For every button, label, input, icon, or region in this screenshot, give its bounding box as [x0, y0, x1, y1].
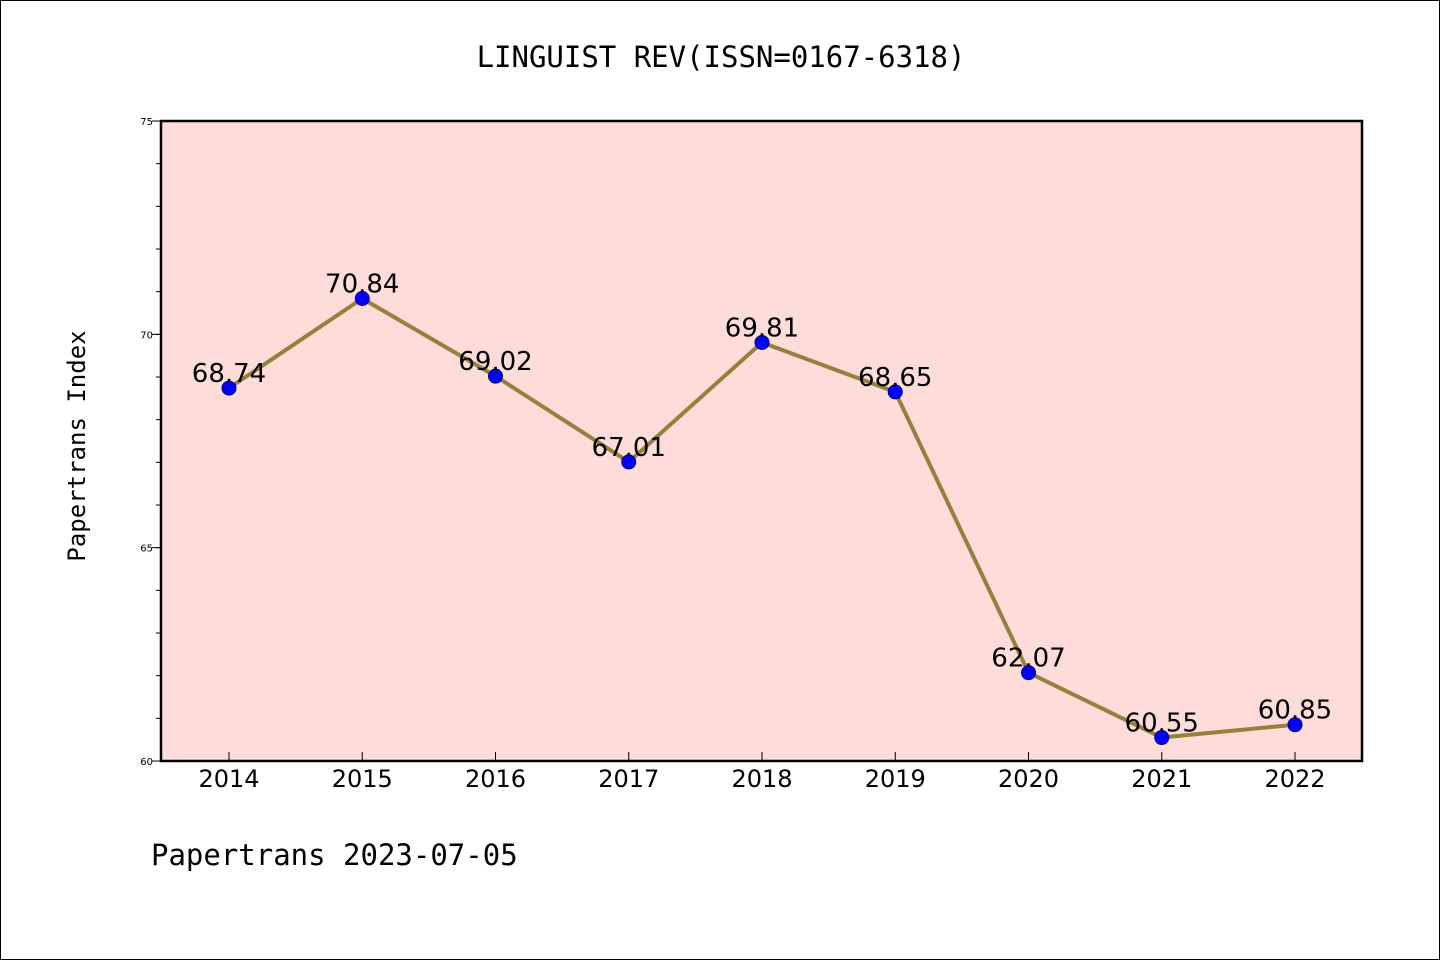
x-tick-label: 2015	[332, 765, 393, 793]
data-point	[488, 368, 503, 384]
y-tick-label: 75	[140, 117, 153, 128]
data-point	[621, 454, 637, 470]
x-tick-label: 2016	[465, 765, 526, 793]
data-point	[887, 384, 903, 400]
data-points	[221, 290, 1303, 746]
data-label: 69.02	[458, 347, 532, 377]
footer-source-date: Papertrans 2023-07-05	[151, 838, 518, 872]
data-point	[1154, 730, 1170, 746]
data-label: 67.01	[592, 433, 666, 463]
data-point	[1021, 665, 1036, 681]
x-ticks: 2014 2015 2016 2017 2018 2019 2020 2021 2022	[198, 752, 1326, 793]
x-tick-label: 2020	[998, 765, 1059, 793]
y-tick-label: 60	[140, 757, 153, 768]
x-tick-label: 2017	[598, 765, 659, 793]
y-tick-label: 70	[140, 330, 153, 341]
x-tick-label: 2018	[731, 765, 792, 793]
y-axis-label: Papertrans Index	[63, 330, 91, 561]
data-labels: 68.74 70.84 69.02 67.01 69.81 68.65 62.07 60.55…	[192, 269, 1332, 738]
data-point	[354, 290, 370, 306]
plot-area	[161, 121, 1362, 761]
y-tick-label: 65	[140, 544, 153, 555]
data-point	[221, 380, 237, 396]
data-label: 68.74	[192, 359, 266, 389]
x-tick-label: 2014	[198, 765, 259, 793]
data-label: 62.07	[991, 644, 1065, 674]
data-point	[754, 334, 770, 350]
data-label: 68.65	[858, 363, 932, 393]
y-major-ticks: 60 65 70 75	[140, 117, 161, 768]
data-point	[1287, 717, 1303, 733]
data-label: 70.84	[325, 269, 399, 299]
x-tick-label: 2019	[865, 765, 926, 793]
data-label: 60.85	[1258, 696, 1332, 726]
x-tick-label: 2021	[1131, 765, 1192, 793]
x-tick-label: 2022	[1264, 765, 1325, 793]
data-label: 60.55	[1125, 709, 1199, 739]
chart-title: LINGUIST REV(ISSN=0167-6318)	[477, 40, 966, 74]
plot-border	[159, 119, 1364, 763]
data-label: 69.81	[725, 313, 799, 343]
